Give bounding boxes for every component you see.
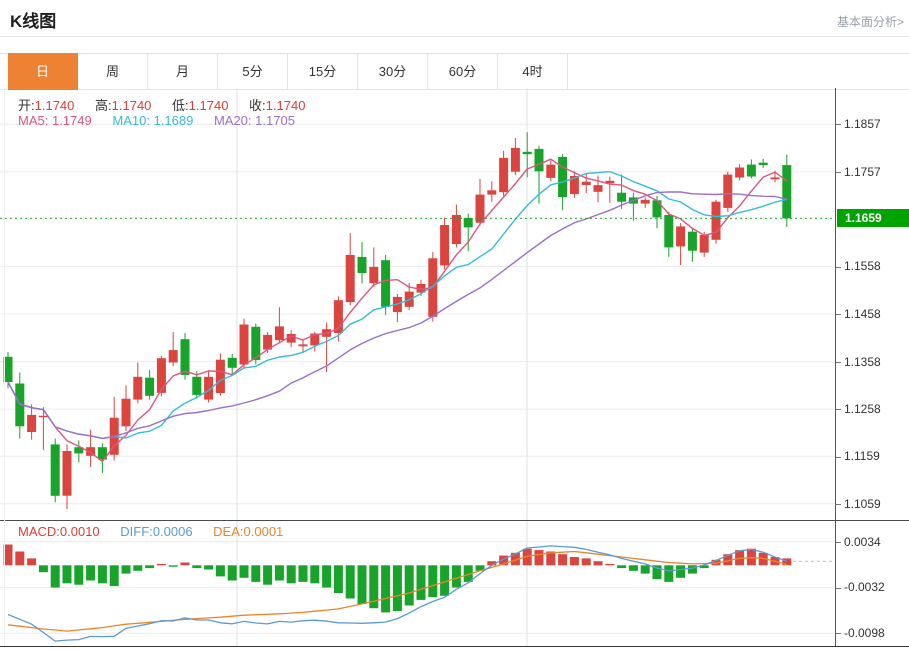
high-value: 1.1740 bbox=[111, 98, 152, 113]
axis-tick-label: -0.0098 bbox=[836, 624, 885, 642]
tab-month[interactable]: 月 bbox=[148, 53, 218, 90]
fundamental-analysis-link[interactable]: 基本面分析> bbox=[836, 15, 904, 29]
axis-tick-label: 0.0034 bbox=[836, 533, 881, 551]
dea-value-legend: DEA:0.0001 bbox=[213, 524, 284, 539]
macd-legend: MACD:0.0010 DIFF:0.0006 DEA:0.0001 bbox=[18, 524, 300, 539]
axis-tick-label: 1.1757 bbox=[836, 163, 881, 181]
chart-bottom-border bbox=[0, 646, 909, 647]
chart-left-border bbox=[4, 88, 5, 647]
title-divider bbox=[0, 36, 909, 37]
tab-60min[interactable]: 60分 bbox=[428, 53, 498, 90]
tab-week[interactable]: 周 bbox=[78, 53, 148, 90]
axis-tick-label: 1.1857 bbox=[836, 115, 881, 133]
page-title: K线图 bbox=[10, 12, 57, 31]
ma-legend: MA5: 1.1749 MA10: 1.1689 MA20: 1.1705 bbox=[18, 113, 312, 128]
axis-tick-label: 1.1059 bbox=[836, 495, 881, 513]
close-label: 收: bbox=[249, 98, 266, 113]
high-label: 高: bbox=[95, 98, 112, 113]
diff-value-legend: DIFF:0.0006 bbox=[120, 524, 193, 539]
ma20-legend: MA20: 1.1705 bbox=[213, 113, 295, 128]
price-axis: 1.1857 1.1757 1.1659 1.1558 1.1458 1.1358 1.12… bbox=[836, 88, 909, 520]
open-label: 开: bbox=[18, 98, 35, 113]
candlestick-chart-canvas[interactable] bbox=[0, 88, 836, 520]
macd-axis: 0.0034 -0.0032 -0.0098 bbox=[836, 521, 909, 647]
axis-tick-label: -0.0032 bbox=[836, 578, 885, 596]
axis-tick-label: 1.1159 bbox=[836, 447, 880, 465]
low-label: 低: bbox=[172, 98, 189, 113]
ma10-legend: MA10: 1.1689 bbox=[112, 113, 194, 128]
tab-4hour[interactable]: 4时 bbox=[498, 53, 568, 90]
axis-tick-label: 1.1358 bbox=[836, 353, 881, 371]
ohlc-legend: 开:1.1740 高:1.1740 低:1.1740 收:1.1740 bbox=[18, 95, 322, 114]
close-value: 1.1740 bbox=[265, 98, 306, 113]
axis-tick-label: 1.1558 bbox=[836, 257, 881, 275]
tab-15min[interactable]: 15分 bbox=[288, 53, 358, 90]
panel-divider bbox=[0, 520, 909, 521]
open-value: 1.1740 bbox=[34, 98, 75, 113]
tabbar-top-border bbox=[0, 53, 909, 54]
low-value: 1.1740 bbox=[188, 98, 229, 113]
axis-border bbox=[835, 88, 836, 647]
axis-tick-label: 1.1458 bbox=[836, 305, 881, 323]
tab-30min[interactable]: 30分 bbox=[358, 53, 428, 90]
tabbar-bottom-border bbox=[0, 89, 909, 90]
ma5-legend: MA5: 1.1749 bbox=[18, 113, 92, 128]
macd-chart-canvas[interactable] bbox=[0, 521, 836, 647]
current-price-tag: 1.1659 bbox=[837, 209, 909, 228]
tab-day[interactable]: 日 bbox=[8, 53, 78, 90]
period-tabbar: 日 周 月 5分 15分 30分 60分 4时 bbox=[8, 53, 568, 90]
axis-tick-label: 1.1258 bbox=[836, 400, 881, 418]
tab-5min[interactable]: 5分 bbox=[218, 53, 288, 90]
macd-value-legend: MACD:0.0010 bbox=[18, 524, 100, 539]
